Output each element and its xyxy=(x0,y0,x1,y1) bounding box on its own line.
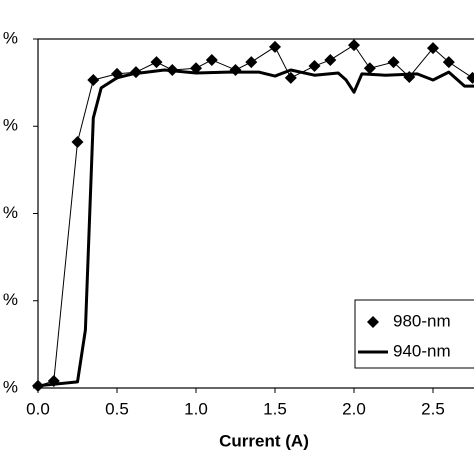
data-point xyxy=(348,39,360,52)
y-tick-label: % xyxy=(3,377,18,396)
legend-box xyxy=(354,299,474,369)
y-tick-label: % xyxy=(3,290,18,309)
x-tick-label: 0.5 xyxy=(105,399,129,418)
data-point xyxy=(190,62,202,75)
data-point xyxy=(245,56,258,69)
y-tick-label: % xyxy=(3,28,18,47)
y-tick-label: % xyxy=(3,203,18,222)
data-point xyxy=(324,53,337,66)
data-point xyxy=(387,56,400,69)
x-tick-label: 2.5 xyxy=(421,399,445,418)
data-point xyxy=(87,74,100,87)
x-tick-label: 1.5 xyxy=(263,399,287,418)
data-point xyxy=(442,56,455,69)
data-point xyxy=(466,71,474,84)
data-point xyxy=(308,60,321,73)
data-point xyxy=(229,63,242,76)
legend-label: 940-nm xyxy=(393,341,451,360)
legend-label: 980-nm xyxy=(393,311,451,330)
data-point xyxy=(284,71,297,84)
data-point xyxy=(269,40,281,53)
x-tick-label: 2.0 xyxy=(342,399,366,418)
data-point xyxy=(71,135,84,148)
legend-marker xyxy=(367,316,379,328)
data-point xyxy=(363,62,376,75)
x-tick-label: 1.0 xyxy=(184,399,208,418)
data-point xyxy=(205,53,218,66)
x-axis-label: Current (A) xyxy=(219,431,309,450)
series-line xyxy=(37,68,474,388)
data-point xyxy=(150,56,163,69)
y-tick-label: % xyxy=(3,116,18,135)
data-point xyxy=(427,42,439,55)
x-tick-label: 0.0 xyxy=(26,399,50,418)
